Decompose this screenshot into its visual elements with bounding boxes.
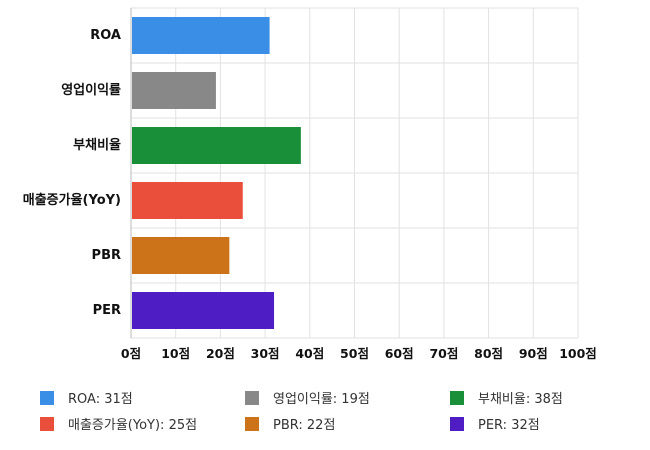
bar-4[interactable] — [132, 237, 230, 274]
x-tick-label-3: 30점 — [251, 346, 280, 361]
legend-swatch-roa — [40, 390, 54, 405]
category-label-5: PER — [93, 303, 121, 318]
legend-label-operating-margin: 영업이익률: 19점 — [273, 392, 370, 407]
legend-item-per[interactable]: PER: 32점 — [450, 414, 540, 433]
legend-item-pbr[interactable]: PBR: 22점 — [245, 414, 335, 433]
category-label-3: 매출증가율(YoY) — [23, 192, 121, 208]
x-tick-label-6: 60점 — [385, 346, 414, 361]
legend-swatch-per — [450, 416, 464, 431]
bar-3[interactable] — [132, 182, 243, 219]
category-label-1: 영업이익률 — [61, 82, 121, 98]
category-label-4: PBR — [92, 248, 121, 263]
legend-label-revenue-growth: 매출증가율(YoY): 25점 — [68, 418, 198, 433]
x-tick-label-5: 50점 — [340, 346, 369, 361]
bar-2[interactable] — [132, 127, 301, 164]
bar-5[interactable] — [132, 292, 275, 329]
legend-swatch-pbr — [245, 416, 259, 431]
legend-item-revenue-growth[interactable]: 매출증가율(YoY): 25점 — [40, 414, 197, 433]
legend-item-roa[interactable]: ROA: 31점 — [40, 388, 133, 407]
category-label-2: 부채비율 — [73, 137, 121, 153]
x-tick-label-2: 20점 — [206, 346, 235, 361]
legend-swatch-operating-margin — [245, 390, 259, 405]
legend-item-debt-ratio[interactable]: 부채비율: 38점 — [450, 388, 563, 407]
x-tick-label-7: 70점 — [429, 346, 458, 361]
x-tick-label-10: 100점 — [559, 346, 597, 361]
legend-swatch-revenue-growth — [40, 416, 54, 431]
x-tick-label-0: 0점 — [121, 346, 141, 361]
bar-0[interactable] — [132, 17, 270, 54]
bar-1[interactable] — [132, 72, 216, 109]
legend-label-debt-ratio: 부채비율: 38점 — [478, 392, 563, 407]
legend-item-operating-margin[interactable]: 영업이익률: 19점 — [245, 388, 370, 407]
x-tick-label-9: 90점 — [519, 346, 548, 361]
x-tick-label-4: 40점 — [295, 346, 324, 361]
legend-label-roa: ROA: 31점 — [68, 392, 133, 407]
legend-swatch-debt-ratio — [450, 390, 464, 405]
legend-label-per: PER: 32점 — [478, 418, 540, 433]
x-tick-label-8: 80점 — [474, 346, 503, 361]
category-label-0: ROA — [90, 28, 121, 43]
legend-label-pbr: PBR: 22점 — [273, 418, 336, 433]
x-tick-label-1: 10점 — [161, 346, 190, 361]
